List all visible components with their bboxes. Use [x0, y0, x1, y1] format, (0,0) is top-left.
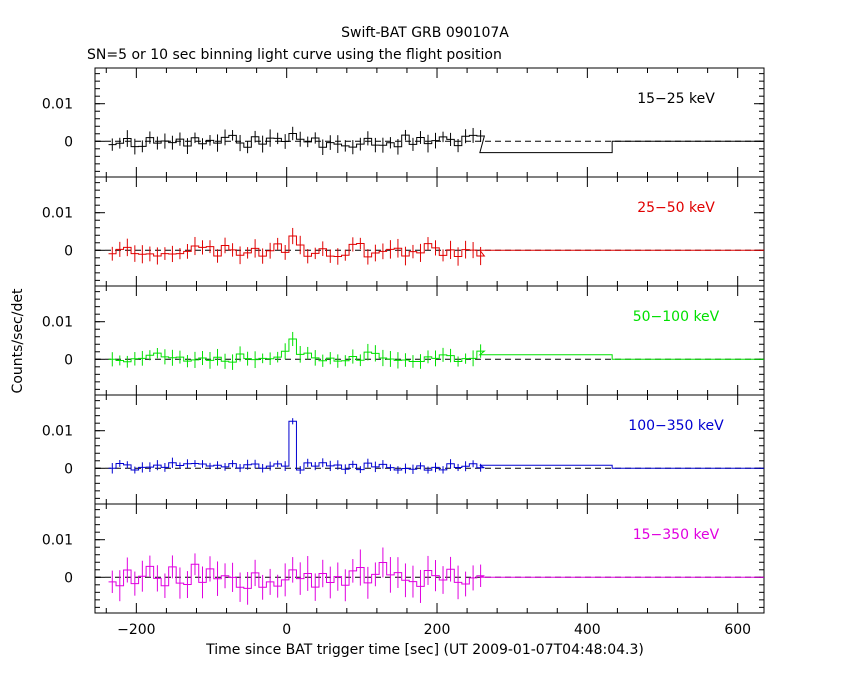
chart-title: Swift-BAT GRB 090107A — [341, 25, 509, 41]
light-curve — [108, 227, 764, 266]
y-tick-label: 0 — [64, 461, 73, 477]
x-tick-label: −200 — [117, 622, 155, 638]
y-tick-label: 0.01 — [42, 97, 73, 113]
light-curve — [108, 418, 764, 475]
y-tick-label: 0 — [64, 570, 73, 586]
panel-frame — [94, 285, 765, 396]
x-tick-label: 600 — [724, 622, 751, 638]
panel-frame — [94, 67, 765, 178]
series-step-line — [108, 420, 764, 471]
series-step-line — [108, 132, 764, 154]
series-step-line — [108, 338, 764, 363]
y-tick-label: 0.01 — [42, 424, 73, 440]
x-tick-labels: −200 0 200 400 600 — [117, 622, 751, 638]
panel-frame — [94, 394, 765, 505]
panel-energy-label: 15−350 keV — [633, 527, 720, 543]
light-curve — [108, 547, 764, 605]
panel-5: 0 0.01 15−350 keV — [42, 503, 765, 614]
panels-group: 0 0.01 15−25 keV 0 0.01 25−50 keV 0 0.01 50−100 … — [42, 67, 765, 614]
x-tick-label: 400 — [574, 622, 601, 638]
y-tick-label: 0 — [64, 134, 73, 150]
panel-3: 0 0.01 50−100 keV — [42, 285, 765, 396]
y-tick-label: 0 — [64, 243, 73, 259]
y-tick-label: 0 — [64, 352, 73, 368]
x-axis-label: Time since BAT trigger time [sec] (UT 20… — [205, 642, 644, 658]
panel-energy-label: 100−350 keV — [628, 418, 724, 434]
y-tick-label: 0.01 — [42, 206, 73, 222]
chart-subtitle: SN=5 or 10 sec binning light curve using… — [87, 47, 502, 63]
panel-frame — [94, 503, 765, 614]
light-curve — [108, 126, 764, 155]
panel-1: 0 0.01 15−25 keV — [42, 67, 765, 178]
light-curve — [108, 331, 764, 370]
series-step-line — [108, 235, 764, 258]
y-tick-label: 0.01 — [42, 315, 73, 331]
panel-4: 0 0.01 100−350 keV — [42, 394, 765, 505]
x-tick-label: 200 — [424, 622, 451, 638]
y-axis-label: Counts/sec/det — [10, 288, 26, 393]
series-step-line — [108, 561, 764, 589]
panel-energy-label: 25−50 keV — [637, 200, 715, 216]
panel-2: 0 0.01 25−50 keV — [42, 176, 765, 287]
x-tick-label: 0 — [282, 622, 291, 638]
panel-frame — [94, 176, 765, 287]
panel-energy-label: 15−25 keV — [637, 91, 715, 107]
panel-energy-label: 50−100 keV — [633, 309, 720, 325]
y-tick-label: 0.01 — [42, 533, 73, 549]
